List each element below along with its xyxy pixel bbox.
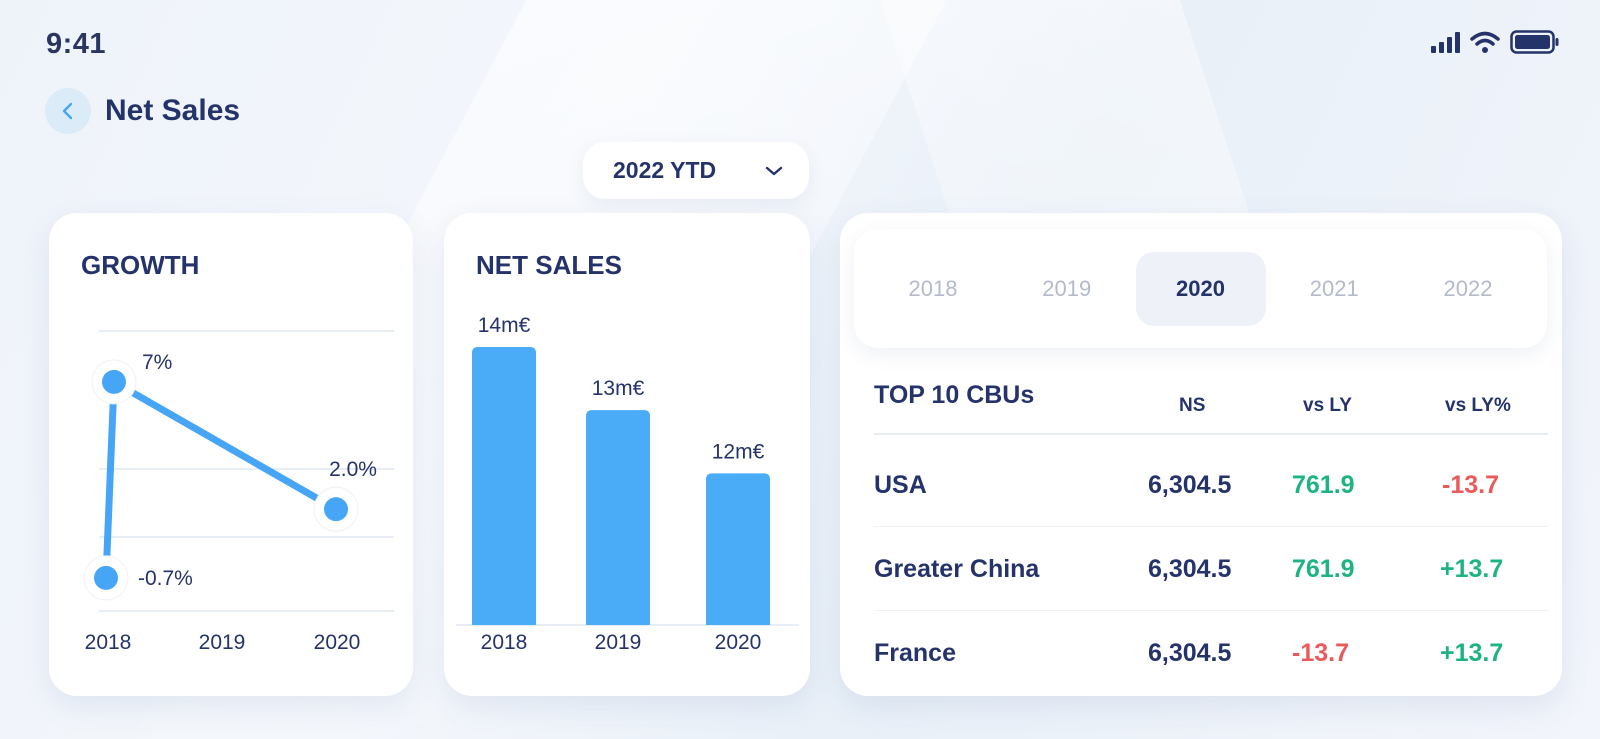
period-select[interactable]: 2022 YTD — [583, 142, 809, 199]
row-name: France — [874, 639, 956, 667]
status-time: 9:41 — [46, 28, 107, 60]
column-header-ns: NS — [1179, 395, 1206, 416]
net-sales-x-tick: 2018 — [481, 631, 528, 654]
growth-chart: -0.7% 7% 2.0% 2018 2019 2020 — [83, 330, 394, 654]
growth-title: GROWTH — [81, 250, 200, 280]
row-ns: 6,304.5 — [1148, 639, 1232, 667]
growth-card: GROWTH -0.7% 7% 2.0% 2018 2019 2020 — [49, 213, 413, 696]
page-header: Net Sales — [45, 88, 240, 134]
row-name: Greater China — [874, 555, 1040, 583]
table-row[interactable]: France 6,304.5 -13.7 +13.7 — [874, 611, 1548, 695]
growth-point — [324, 497, 348, 522]
year-tab-2019[interactable]: 2019 — [1042, 275, 1092, 301]
row-ns: 6,304.5 — [1148, 555, 1232, 583]
growth-x-tick: 2018 — [85, 631, 132, 654]
row-vs-ly: -13.7 — [1292, 639, 1349, 667]
wifi-icon — [1470, 31, 1500, 53]
net-sales-x-tick: 2019 — [595, 631, 642, 654]
year-tab-2020[interactable]: 2020 — [1135, 251, 1266, 326]
growth-data-label: 7% — [142, 351, 172, 374]
battery-icon — [1510, 30, 1559, 54]
table-row[interactable]: Greater China 6,304.5 761.9 +13.7 — [874, 527, 1548, 611]
row-name: USA — [874, 471, 927, 499]
growth-x-tick: 2019 — [199, 631, 246, 654]
year-tab-2022[interactable]: 2022 — [1443, 275, 1493, 301]
status-icons — [1431, 30, 1560, 54]
year-tab-2018[interactable]: 2018 — [908, 275, 958, 301]
table-row[interactable]: USA 6,304.5 761.9 -13.7 — [874, 443, 1548, 527]
back-button[interactable] — [45, 88, 91, 134]
row-vs-ly-pct: +13.7 — [1440, 639, 1504, 667]
row-vs-ly-pct: -13.7 — [1442, 471, 1499, 499]
column-header-vs-ly-pct: vs LY% — [1445, 395, 1511, 416]
table-header: TOP 10 CBUs NS vs LY vs LY% — [874, 381, 1548, 435]
page-title: Net Sales — [105, 94, 241, 127]
row-ns: 6,304.5 — [1148, 471, 1232, 499]
growth-series-line — [102, 378, 340, 582]
column-header-vs-ly: vs LY — [1303, 395, 1352, 416]
net-sales-bar — [706, 473, 770, 625]
net-sales-data-label: 14m€ — [478, 314, 531, 337]
cellular-signal-icon — [1431, 31, 1460, 53]
row-vs-ly: 761.9 — [1292, 471, 1355, 499]
chevron-left-icon — [62, 102, 73, 120]
table-title: TOP 10 CBUs — [874, 381, 1035, 409]
net-sales-data-label: 12m€ — [712, 440, 765, 463]
net-sales-x-tick: 2020 — [715, 631, 762, 654]
top-cbus-card: 2018 2019 2020 2021 2022 TOP 10 CBUs NS … — [840, 213, 1562, 696]
growth-x-tick: 2020 — [314, 631, 361, 654]
period-select-value: 2022 YTD — [613, 157, 717, 183]
status-bar: 9:41 — [0, 0, 1600, 90]
net-sales-chart: 14m€ 13m€ 12m€ 2018 2019 2020 — [456, 314, 799, 654]
net-sales-title: NET SALES — [476, 250, 622, 280]
net-sales-bar — [472, 347, 536, 625]
row-vs-ly: 761.9 — [1292, 555, 1355, 583]
net-sales-card: NET SALES 14m€ 13m€ 12m€ 2018 2019 2020 — [444, 213, 810, 696]
growth-point — [94, 565, 118, 590]
growth-data-label: -0.7% — [138, 567, 193, 590]
row-vs-ly-pct: +13.7 — [1440, 555, 1504, 583]
net-sales-bar — [586, 410, 650, 625]
chevron-down-icon — [765, 166, 783, 175]
year-tabs: 2018 2019 2020 2021 2022 — [854, 229, 1547, 348]
growth-point — [102, 369, 126, 394]
growth-data-label: 2.0% — [329, 458, 377, 481]
net-sales-data-label: 13m€ — [592, 377, 645, 400]
year-tab-2021[interactable]: 2021 — [1309, 275, 1359, 301]
